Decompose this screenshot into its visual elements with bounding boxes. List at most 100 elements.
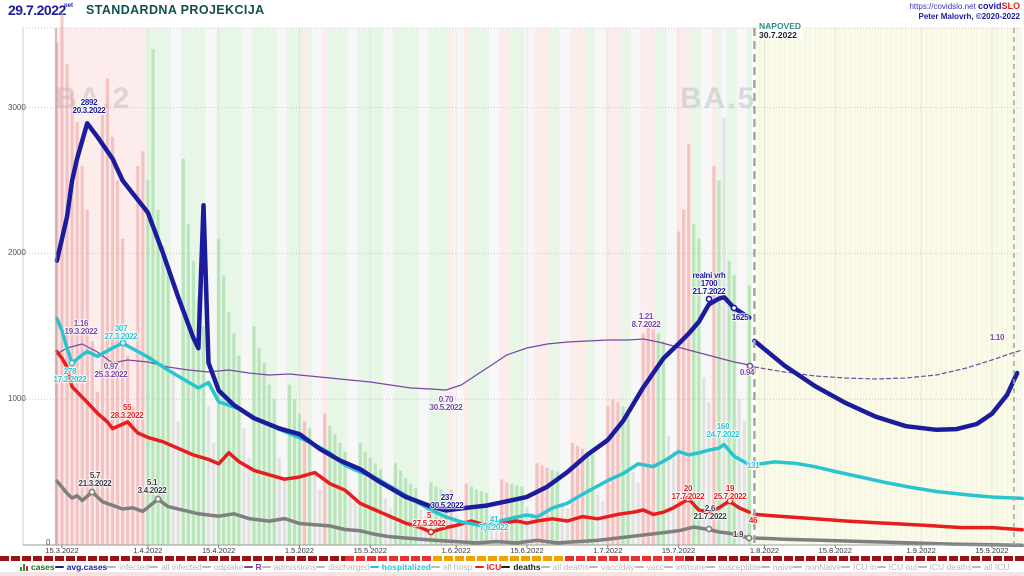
x-tick-label: 15.5.2022 (353, 546, 387, 555)
cases-bar (297, 413, 302, 545)
x-tick-label: 15.6.2022 (510, 546, 544, 555)
cases-bar (308, 428, 312, 545)
day-stripe (630, 28, 636, 545)
credit: Peter Malovrh, ©2020-2022 (918, 12, 1020, 21)
day-stripe (347, 28, 353, 545)
point-marker (482, 524, 490, 532)
cases-bar (358, 442, 362, 545)
legend-label: all hosp. (442, 562, 475, 572)
legend-dash-icon (760, 565, 770, 569)
day-stripe (200, 28, 207, 545)
cases-bar (166, 267, 170, 545)
cases-bar (343, 451, 347, 545)
day-stripe (291, 28, 297, 545)
day-stripe (448, 28, 454, 545)
legend-item-r[interactable]: R (243, 562, 262, 572)
point-marker (88, 488, 96, 496)
legend-item-discharged[interactable]: discharged (316, 562, 370, 572)
day-stripe (307, 28, 313, 545)
cases-bar (646, 326, 650, 545)
cases-bar (444, 493, 448, 545)
annotation-131: 131 (746, 461, 760, 470)
legend-item-naive[interactable]: naive (760, 562, 794, 572)
legend-label: admissions (273, 562, 317, 572)
legend-dash-icon (501, 565, 511, 569)
cases-bar (206, 406, 211, 545)
day-stripe (377, 28, 383, 545)
day-stripe (241, 28, 247, 545)
cases-bar (631, 472, 635, 545)
legend-item-icu[interactable]: ICU (474, 562, 502, 572)
point-marker (68, 359, 76, 367)
day-stripe (590, 28, 596, 545)
legend-label: ICU (486, 562, 502, 572)
annotation-5-1: 5.1 3.4.2022 (137, 478, 167, 495)
site-link[interactable]: https://covidslo.net (909, 2, 976, 11)
cases-bar (75, 122, 79, 546)
legend-item-deaths[interactable]: deaths (501, 562, 541, 572)
forecast-hospitalized (752, 460, 1024, 501)
legend-item-nonnaive[interactable]: nonNaive (793, 562, 841, 572)
cases-bar (196, 297, 201, 545)
legend-item-icu-out[interactable]: ICU out (876, 562, 918, 572)
legend-item-all-deaths[interactable]: all deaths (540, 562, 589, 572)
day-stripe (433, 28, 439, 545)
cases-bar (707, 402, 711, 545)
legend-label: discharged (328, 562, 370, 572)
legend-item-susceptible[interactable]: susceptible (706, 562, 761, 572)
cases-bar (439, 489, 443, 545)
day-stripe (372, 28, 378, 545)
cases-bar (262, 362, 266, 545)
cases-bar (282, 479, 286, 545)
legend-item-icu-in[interactable]: ICU in (841, 562, 877, 572)
y-tick-label-zero: 0 (46, 538, 51, 547)
cases-bar (156, 209, 160, 545)
cases-bar (368, 457, 372, 545)
legend-label: all ICU (984, 562, 1010, 572)
day-stripe (458, 28, 464, 545)
legend-item-all-icu[interactable]: all ICU (972, 562, 1010, 572)
cases-bar (464, 483, 468, 545)
day-stripe (514, 28, 520, 545)
cases-bar (747, 285, 751, 545)
legend-item-admissions[interactable]: admissions (261, 562, 317, 572)
day-stripe (256, 28, 262, 545)
legend-item-icu-deaths[interactable]: ICU deaths (917, 562, 972, 572)
cases-bar (636, 482, 640, 545)
cases-bar (141, 151, 145, 545)
legend-item-all-hosp-[interactable]: all hosp. (430, 562, 475, 572)
cases-bar (338, 442, 342, 545)
annotation-1625: 1625 (731, 313, 749, 322)
legend-item-vacc-day[interactable]: vacc/day (589, 562, 635, 572)
cases-bar (95, 391, 99, 545)
bottom-strip (0, 572, 1024, 576)
annotation-1-16: 1.16 19.3.2022 (64, 319, 98, 336)
cases-bar (393, 463, 398, 545)
day-stripe (408, 28, 414, 545)
legend-item-cases[interactable]: cases (20, 562, 55, 572)
cases-bar (247, 457, 251, 545)
day-stripe (266, 28, 272, 545)
cases-bar (621, 406, 625, 545)
legend-item-hospitalized[interactable]: hospitalized (369, 562, 431, 572)
x-tick-label: 1.9.2022 (906, 546, 936, 555)
legend-item-avg-cases[interactable]: avg.cases (54, 562, 107, 572)
cases-bar (186, 224, 190, 546)
legend-item-vacc[interactable]: vacc (634, 562, 664, 572)
day-stripe (489, 28, 495, 545)
legend-item-odplake[interactable]: odplake (201, 562, 244, 572)
legend-item-all-infected[interactable]: all infected (149, 562, 202, 572)
x-tick-label: 15.9.2022 (975, 546, 1009, 555)
day-stripe (286, 28, 292, 545)
cases-bar (500, 479, 504, 545)
day-stripe (574, 28, 581, 545)
legend-item-infected[interactable]: infected (107, 562, 149, 572)
legend-label: naive (772, 562, 794, 572)
day-stripe (276, 28, 282, 545)
cases-bar (505, 482, 509, 545)
cases-bar (90, 340, 94, 545)
legend-item-immune[interactable]: immune (664, 562, 706, 572)
legend-label: ICU out (888, 562, 918, 572)
annotation-1-10: 1.10 (989, 333, 1005, 342)
cases-bar (65, 63, 69, 546)
